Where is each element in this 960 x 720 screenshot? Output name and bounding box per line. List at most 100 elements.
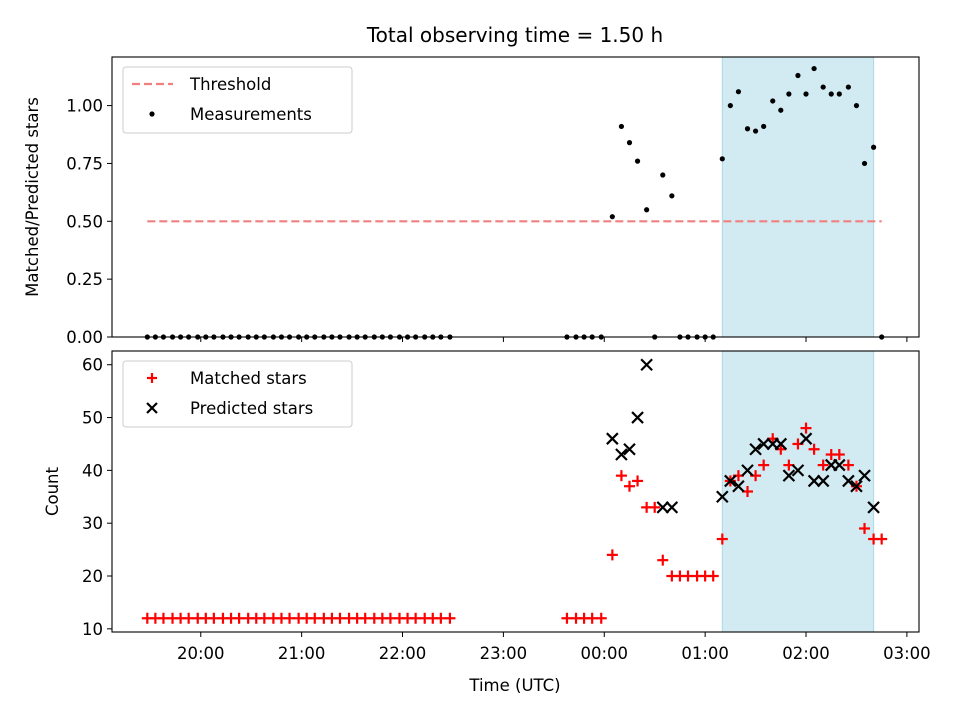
y-tick-label: 40 [82,461,103,480]
data-point [749,442,762,456]
data-point [719,156,725,162]
data-point [615,470,627,482]
legend-label: Measurements [190,105,312,124]
data-point [644,207,650,213]
bottom-y-axis-label: Count [43,466,62,516]
data-point [444,612,456,624]
data-point [707,570,719,582]
data-point [609,214,615,220]
y-tick-label: 60 [82,356,103,375]
data-point [871,144,877,150]
y-tick-label: 0.00 [66,328,103,347]
bottom-axes-frame [111,350,920,633]
data-point [867,501,880,514]
legend-box [122,66,353,134]
x-tick-label: 00:00 [580,644,628,663]
y-tick-label: 50 [82,409,103,428]
data-point [799,432,813,445]
data-point [820,84,826,90]
data-point [660,172,666,178]
data-point [732,479,745,493]
data-point [778,107,784,113]
data-point [861,160,868,167]
y-tick-label: 30 [82,514,103,533]
data-point [786,91,792,97]
data-point [741,464,754,477]
data-point [770,98,776,104]
x-tick-label: 21:00 [278,644,326,663]
data-point [842,459,854,471]
data-point [833,458,846,472]
legend-swatch [147,373,157,383]
bottom-series-matched-stars [141,422,888,624]
bottom-panel: 10 20 30 40 50 60 20:00 21:00 22:00 23:00 00:00 01:… [43,350,931,663]
data-point [657,554,669,566]
top-axes-frame [111,56,920,338]
top-panel: 0.00 0.25 0.50 0.75 1.00 Matched/Predicted st… [23,56,920,347]
data-point [716,533,728,545]
data-point [727,102,733,109]
data-point [800,422,812,434]
bottom-legend: Matched stars Predicted stars [122,360,353,428]
legend-label: Threshold [189,75,271,94]
data-point [595,612,607,624]
data-point [859,522,871,534]
x-tick-label: 23:00 [480,644,528,663]
chart-title: Total observing time = 1.50 h [366,23,663,47]
top-legend: Threshold Measurements [122,66,353,134]
x-tick-label: 01:00 [681,644,729,663]
data-point [774,437,788,451]
data-point [632,475,644,487]
data-point [795,72,801,79]
data-point [845,84,851,90]
data-point [757,437,770,451]
data-point [615,448,628,461]
data-point [606,432,619,445]
bottom-series-predicted-stars [606,358,880,514]
data-point [761,123,767,130]
data-point [816,474,830,488]
y-tick-label: 0.75 [66,154,103,173]
data-point [618,123,625,130]
data-point [649,501,661,513]
data-point [807,474,821,488]
legend-swatch [146,402,158,414]
y-tick-label: 0.50 [66,212,103,231]
data-point [640,358,653,372]
x-tick-label: 20:00 [177,644,225,663]
data-point [803,91,809,97]
data-point [716,490,729,504]
x-tick-label: 22:00 [379,644,427,663]
data-point [634,158,641,164]
data-point [623,442,636,456]
legend-swatch [149,111,155,117]
data-point [623,480,635,492]
data-point [626,140,633,146]
data-point [811,65,817,72]
bottom-observing-window [721,350,875,633]
top-y-axis-label: Matched/Predicted stars [23,97,42,297]
data-point [665,501,679,514]
data-point [656,501,670,514]
data-point [836,91,842,97]
y-tick-label: 1.00 [66,97,103,116]
y-tick-label: 0.25 [66,270,103,289]
x-tick-label: 03:00 [883,644,931,663]
data-point [782,469,796,482]
data-point [858,469,871,482]
x-tick-label: 02:00 [782,644,830,663]
data-point [808,443,820,455]
y-tick-label: 10 [82,620,103,639]
data-point [669,193,675,199]
legend-label: Predicted stars [190,399,313,418]
data-point [833,449,845,461]
data-point [735,89,742,95]
data-point [606,549,618,561]
data-point [744,126,751,132]
data-point [758,459,770,471]
top-series-measurements [144,65,885,340]
data-point [724,474,737,488]
data-point [876,533,888,545]
data-point [631,411,644,424]
data-point [853,102,860,109]
